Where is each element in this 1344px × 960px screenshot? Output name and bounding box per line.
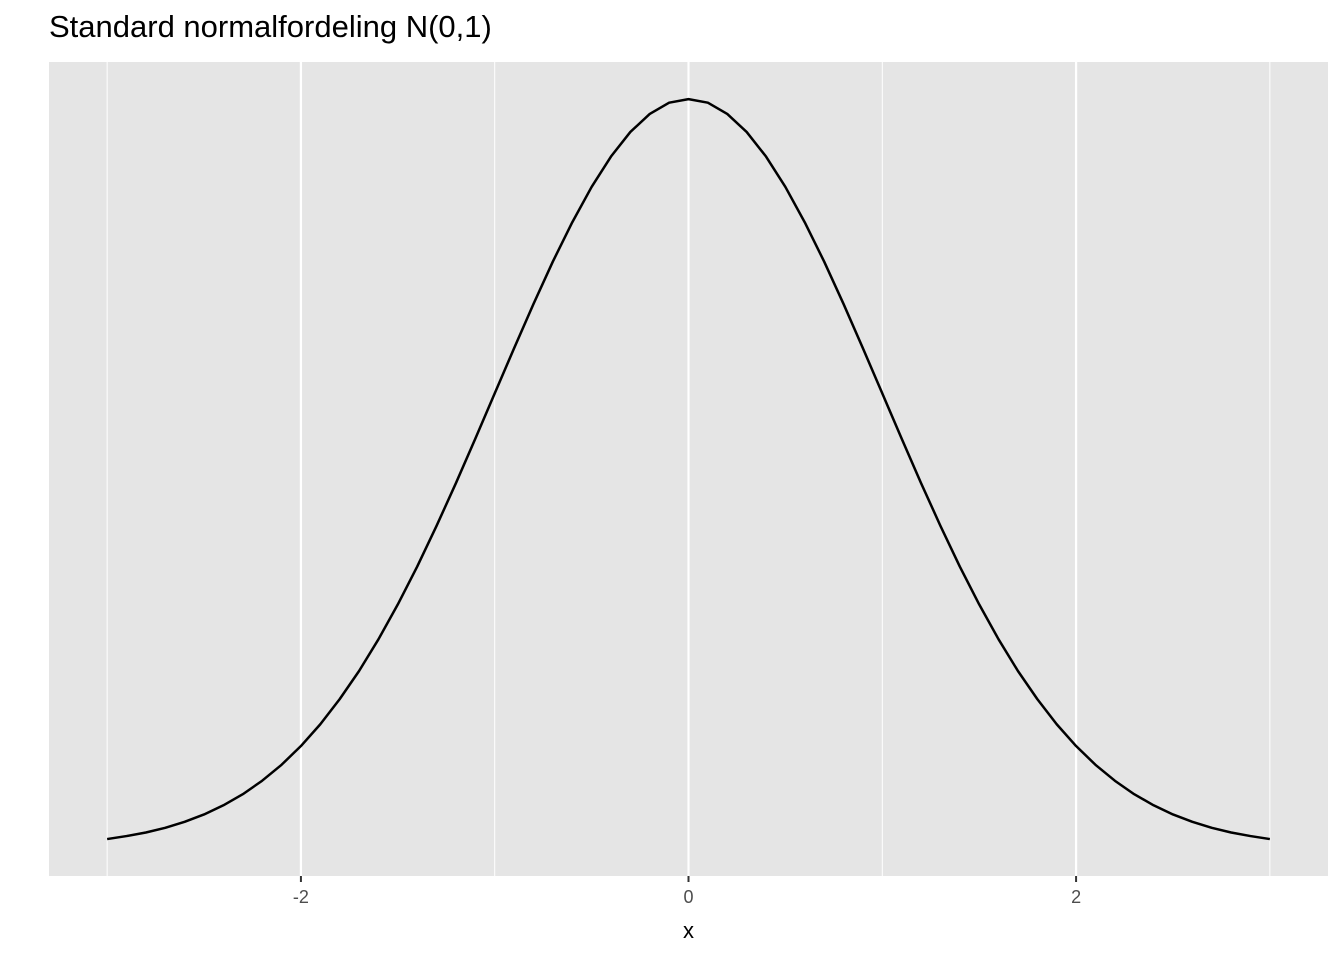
x-axis-title: x (683, 918, 694, 943)
chart-title: Standard normalfordeling N(0,1) (49, 9, 492, 44)
x-tick-label: -2 (293, 887, 309, 907)
x-tick-label: 2 (1071, 887, 1081, 907)
curve (106, 97, 1271, 841)
x-tick-label: 0 (683, 887, 693, 907)
